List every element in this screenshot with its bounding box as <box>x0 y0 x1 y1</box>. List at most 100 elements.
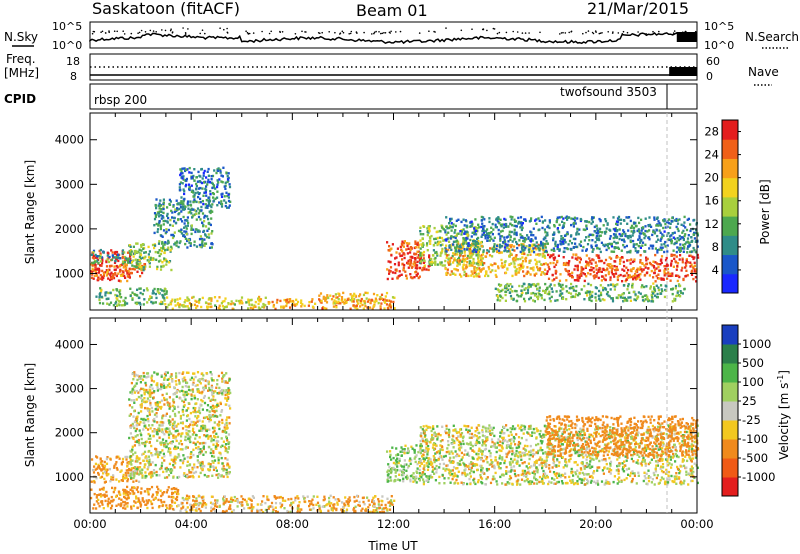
data-cell <box>419 226 422 229</box>
data-cell <box>533 294 537 297</box>
data-cell <box>200 209 203 212</box>
data-cell <box>156 290 159 293</box>
data-cell <box>445 216 448 219</box>
data-cell <box>643 294 646 297</box>
nsearch-point <box>493 28 496 30</box>
data-cell <box>94 253 97 257</box>
data-cell <box>396 276 399 279</box>
data-cell <box>222 391 225 394</box>
data-cell <box>172 204 175 207</box>
data-cell <box>206 205 209 208</box>
data-cell <box>160 384 163 387</box>
data-cell <box>394 257 397 260</box>
data-cell <box>213 429 216 433</box>
data-cell <box>593 225 596 229</box>
data-cell <box>614 229 617 233</box>
data-cell <box>400 273 403 276</box>
data-cell <box>655 262 659 265</box>
data-cell <box>325 298 328 301</box>
data-cell <box>661 233 664 236</box>
data-cell <box>99 274 102 277</box>
data-cell <box>108 303 111 306</box>
data-cell <box>136 258 139 262</box>
data-cell <box>523 248 526 251</box>
data-cell <box>623 231 626 234</box>
data-cell <box>669 272 672 276</box>
data-cell <box>538 254 541 257</box>
data-cell <box>168 382 171 385</box>
data-cell <box>167 241 170 244</box>
nsearch-point <box>388 31 391 34</box>
data-cell <box>562 256 565 259</box>
data-cell <box>598 230 601 233</box>
data-cell <box>119 470 122 473</box>
data-cell <box>155 432 158 436</box>
data-cell <box>601 286 605 289</box>
data-cell <box>455 234 458 237</box>
data-cell <box>216 379 219 382</box>
data-cell <box>147 245 150 249</box>
colorbar-tick-label: 16 <box>704 194 719 208</box>
data-cell <box>469 245 472 249</box>
data-cell <box>426 233 429 237</box>
data-cell <box>151 292 154 295</box>
data-cell <box>416 243 419 246</box>
data-cell <box>112 288 115 292</box>
data-cell <box>154 450 158 453</box>
nsearch-point <box>445 27 447 29</box>
data-cell <box>157 260 161 263</box>
data-cell <box>523 240 526 243</box>
data-cell <box>643 285 646 289</box>
data-cell <box>356 307 359 311</box>
data-cell <box>553 231 556 234</box>
data-cell <box>186 246 189 249</box>
data-cell <box>221 393 224 396</box>
data-cell <box>665 256 668 260</box>
data-cell <box>149 258 152 261</box>
data-cell <box>576 268 579 272</box>
data-cell <box>335 296 338 299</box>
data-cell <box>538 289 541 292</box>
data-cell <box>611 267 614 271</box>
data-cell <box>224 457 227 460</box>
data-cell <box>537 282 540 286</box>
data-cell <box>584 228 587 232</box>
data-cell <box>148 408 151 411</box>
data-cell <box>567 273 570 276</box>
data-cell <box>183 197 186 201</box>
data-cell <box>139 291 142 295</box>
data-cell <box>190 212 193 215</box>
data-cell <box>612 250 616 253</box>
data-cell <box>205 185 208 188</box>
data-cell <box>503 286 507 290</box>
data-cell <box>223 199 226 202</box>
data-cell <box>184 225 187 228</box>
data-cell <box>103 460 106 464</box>
data-cell <box>689 265 692 268</box>
data-cell <box>472 261 475 265</box>
data-cell <box>473 271 477 275</box>
data-cell <box>597 270 600 273</box>
data-cell <box>97 473 100 476</box>
data-cell <box>605 227 608 230</box>
data-cell <box>565 290 568 293</box>
nsearch-point <box>481 28 484 31</box>
data-cell <box>657 286 660 289</box>
data-cell <box>693 261 696 264</box>
data-cell <box>196 180 199 183</box>
data-cell <box>539 244 542 247</box>
data-cell <box>531 239 534 242</box>
data-cell <box>434 256 437 260</box>
data-cell <box>669 235 672 238</box>
data-cell <box>257 302 260 306</box>
data-cell <box>660 248 663 251</box>
data-cell <box>180 228 183 231</box>
data-cell <box>147 418 150 421</box>
data-cell <box>427 265 430 268</box>
data-cell <box>224 381 227 384</box>
data-cell <box>153 224 156 227</box>
data-cell <box>552 253 555 256</box>
data-cell <box>674 299 677 302</box>
data-cell <box>663 250 666 254</box>
data-cell <box>144 406 147 410</box>
